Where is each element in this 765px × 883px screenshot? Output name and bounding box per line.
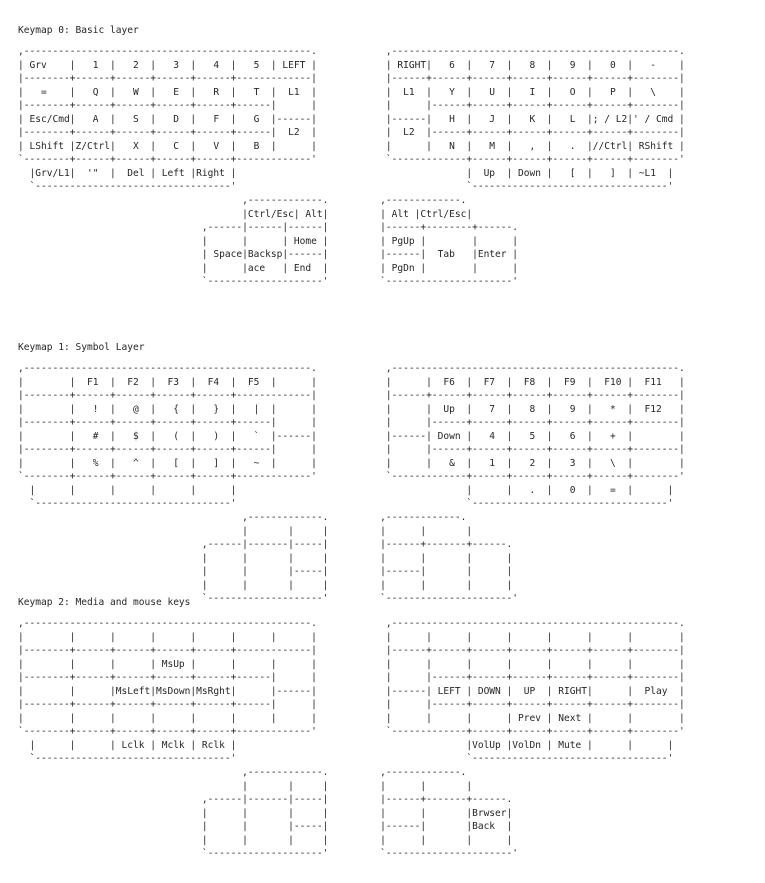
keymap-0-ascii-art: ,---------------------------------------…	[18, 46, 685, 288]
keymap-1-diagram: ,---------------------------------------…	[18, 362, 685, 606]
keymap-2-diagram: ,---------------------------------------…	[18, 617, 685, 861]
keymap-0-title: Keymap 0: Basic layer	[18, 25, 139, 36]
keymap-1-title: Keymap 1: Symbol Layer	[18, 342, 145, 353]
keymap-2-ascii-art: ,---------------------------------------…	[18, 618, 685, 860]
keymap-1-ascii-art: ,---------------------------------------…	[18, 363, 685, 605]
keymap-2-title: Keymap 2: Media and mouse keys	[18, 597, 191, 608]
keymap-0-diagram: ,---------------------------------------…	[18, 45, 685, 289]
